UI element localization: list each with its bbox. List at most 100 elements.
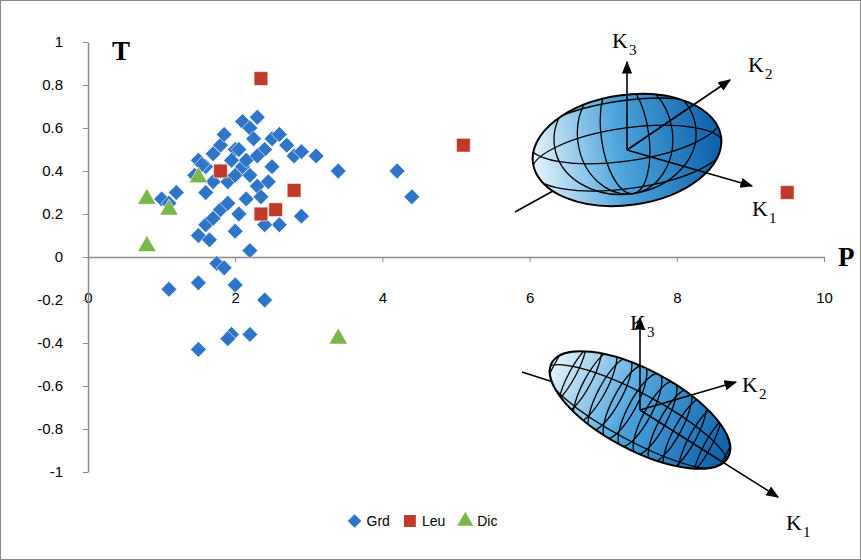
point [253,189,269,205]
band [595,360,654,443]
x-tick-mark [382,257,383,262]
x-tick-label: 8 [673,289,681,306]
point [456,138,470,152]
point [308,148,324,164]
point [264,159,280,175]
x-tick-label: 10 [816,289,833,306]
point [227,223,243,239]
series [138,167,348,344]
y-tick-label: 0.2 [42,205,63,222]
point [271,217,287,233]
point [257,292,273,308]
label-sub: 1 [803,524,811,540]
point [227,277,243,293]
y-tick-mark [83,472,88,473]
point [190,275,206,291]
point [404,189,420,205]
point [249,148,265,164]
y-tick-label: -0.6 [37,377,63,394]
series [154,109,420,357]
y-tick-label: 0.6 [42,119,63,136]
point [780,186,794,200]
point [216,260,232,276]
point [294,208,310,224]
y-tick-mark [83,85,88,86]
point [254,72,268,86]
y-tick-mark [83,343,88,344]
point [213,163,229,179]
band [550,336,609,419]
y-tick: -0.6 [37,377,88,394]
frame [1,1,861,560]
x-axis: 0246810 [84,257,833,306]
y-axis-title: T [112,36,130,66]
axis-label-k: K3 [630,310,654,340]
y-tick-label: -1 [50,463,63,480]
label-sub: 3 [647,324,655,340]
y-tick: -0.2 [37,291,88,308]
label-base: K [630,310,646,335]
point [138,188,157,204]
band [670,400,729,483]
legend-label: Dic [477,513,497,529]
label-base: K [748,52,764,77]
axis-arrow [640,410,778,497]
point [161,281,177,297]
y-tick-label: -0.2 [37,291,63,308]
y-tick-mark [83,386,88,387]
y-tick: 0.2 [42,205,88,222]
point [242,243,258,259]
point [249,109,265,125]
legend-item: Dic [457,512,497,529]
y-tick: -1 [50,463,88,480]
point [242,326,258,342]
ellipsoid: K3K2K1 [522,310,810,540]
ellipsoid: K3K2K1 [515,28,776,226]
axis-label-k: K2 [742,372,766,402]
point [329,328,348,344]
legend-symbol [348,514,362,528]
x-tick-mark [235,257,236,262]
label-base: K [612,28,628,53]
point [231,206,247,222]
point [246,131,262,147]
band [565,344,624,427]
y-tick-label: -0.4 [37,334,63,351]
y-tick: 0.4 [42,162,88,179]
y-tick: 1 [55,33,88,50]
point [189,167,208,183]
legend-symbol [404,515,416,527]
label-base: K [752,196,768,221]
x-tick: 6 [526,257,534,306]
point [330,163,346,179]
y-tick: 0.6 [42,119,88,136]
point [294,144,310,160]
point [216,127,232,143]
y-tick-label: -0.8 [37,420,63,437]
band [580,352,639,435]
y-tick-mark [83,128,88,129]
y-tick-label: 0 [55,248,63,265]
plot-area [138,72,795,358]
series [214,72,795,221]
chart: K3K2K1K3K2K10246810-1-0.8-0.6-0.4-0.200.… [0,0,861,560]
y-tick: 0.8 [42,76,88,93]
legend-item: Grd [348,513,390,529]
y-axis: -1 -0.8 -0.6 -0.4 -0.2 0 0.2 0.4 0.6 0.8 1 [37,33,88,480]
point [269,203,283,217]
point [190,342,206,358]
y-tick-label: 0.4 [42,162,63,179]
legend: Grd Leu Dic [348,512,498,529]
band [685,408,744,491]
label-sub: 1 [769,210,777,226]
legend-item: Leu [404,513,445,529]
y-tick-mark [83,214,88,215]
point [287,183,301,197]
axis-arrow [627,150,752,186]
y-tick: 0 [55,248,88,265]
parallel [528,115,728,202]
legend-label: Leu [422,513,445,529]
axis-arrow [640,382,736,410]
label-base: K [742,372,758,397]
point [214,164,228,178]
